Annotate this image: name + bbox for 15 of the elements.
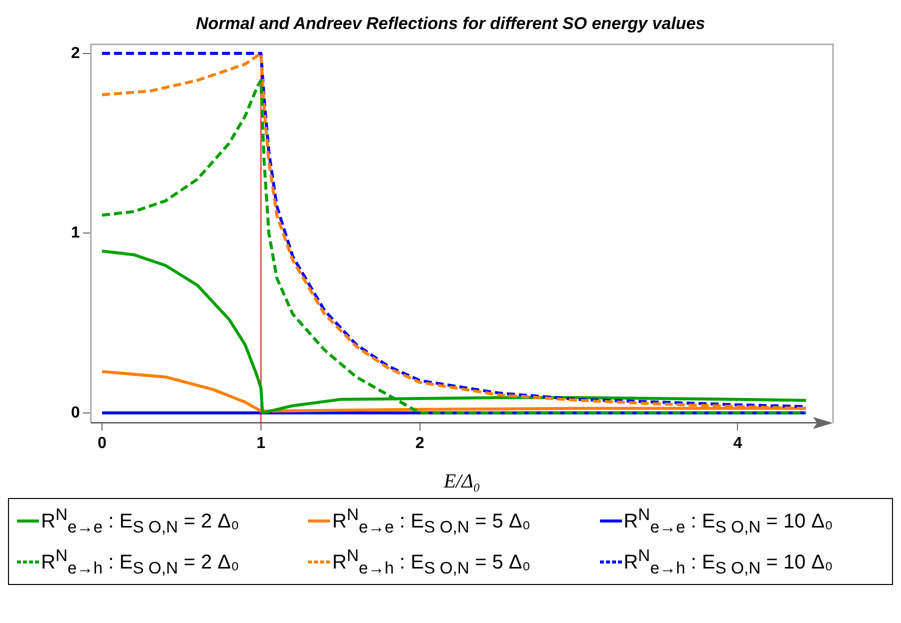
y-tick-label: 2 xyxy=(70,44,80,62)
legend-label: R$^{N}$$_{e→e}$ : E$_{S O,N}$ = 2 Δ₀ xyxy=(41,505,240,538)
legend-label: R$^{N}$$_{e→h}$ : E$_{S O,N}$ = 2 Δ₀ xyxy=(41,546,240,578)
legend-label: R$^{N}$$_{e→e}$ : E$_{S O,N}$ = 5 Δ₀ xyxy=(332,505,530,538)
chart-title: Normal and Andreev Reflections for different SO energy values xyxy=(196,14,706,33)
y-tick-label: 0 xyxy=(70,404,80,422)
y-tick-label: 1 xyxy=(70,224,80,242)
legend-label: R$^{N}$$_{e→h}$ : E$_{S O,N}$ = 5 Δ₀ xyxy=(332,546,530,578)
x-tick-label: 2 xyxy=(415,434,424,452)
legend-label: R$^{N}$$_{e→e}$ : E$_{S O,N}$ = 10 Δ₀ xyxy=(624,505,833,538)
x-tick-label: 4 xyxy=(733,434,742,452)
x-tick-label: 1 xyxy=(256,434,266,452)
x-axis-title: E/Δ₀ xyxy=(442,470,480,492)
legend-label: R$^{N}$$_{e→h}$ : E$_{S O,N}$ = 10 Δ₀ xyxy=(624,546,833,578)
x-tick-label: 0 xyxy=(98,434,107,452)
